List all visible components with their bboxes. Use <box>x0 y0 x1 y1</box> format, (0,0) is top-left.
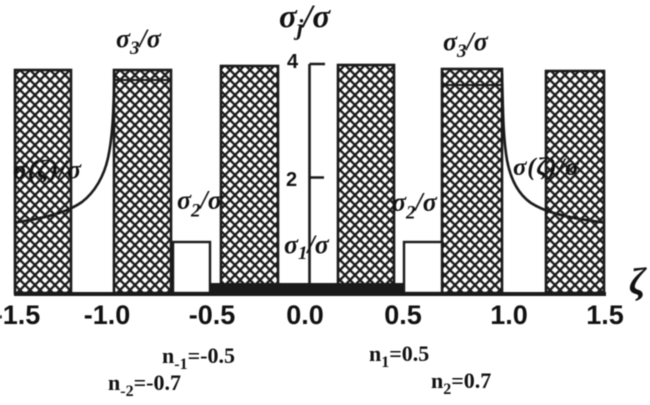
svg-text:1.5: 1.5 <box>586 300 624 330</box>
svg-text:n-1=-0.5: n-1=-0.5 <box>162 343 235 373</box>
svg-text:n-2=-0.7: n-2=-0.7 <box>108 370 181 400</box>
svg-text:σ(ζ)/σ: σ(ζ)/σ <box>13 155 82 184</box>
svg-text:n2=0.7: n2=0.7 <box>431 368 491 398</box>
svg-text:-1.5: -1.5 <box>0 300 40 330</box>
svg-text:σ1/σ: σ1/σ <box>284 230 330 264</box>
svg-text:σ2/σ: σ2/σ <box>177 186 223 222</box>
svg-text:-1.0: -1.0 <box>84 300 131 330</box>
svg-text:n1=0.5: n1=0.5 <box>369 341 429 371</box>
svg-text:σj/σ: σj/σ <box>279 0 331 40</box>
svg-text:0.5: 0.5 <box>384 300 422 330</box>
svg-text:4: 4 <box>287 51 299 73</box>
svg-text:1.0: 1.0 <box>490 300 528 330</box>
svg-text:σ3/σ: σ3/σ <box>116 24 162 59</box>
svg-text:σ3/σ: σ3/σ <box>443 27 489 62</box>
svg-text:0.0: 0.0 <box>286 300 324 330</box>
svg-text:σ(ζ)/σ: σ(ζ)/σ <box>513 154 580 181</box>
svg-text:ζ: ζ <box>629 261 647 303</box>
svg-text:2: 2 <box>286 169 297 191</box>
svg-text:-0.5: -0.5 <box>189 300 236 330</box>
svg-text:σ2/σ: σ2/σ <box>392 188 438 224</box>
